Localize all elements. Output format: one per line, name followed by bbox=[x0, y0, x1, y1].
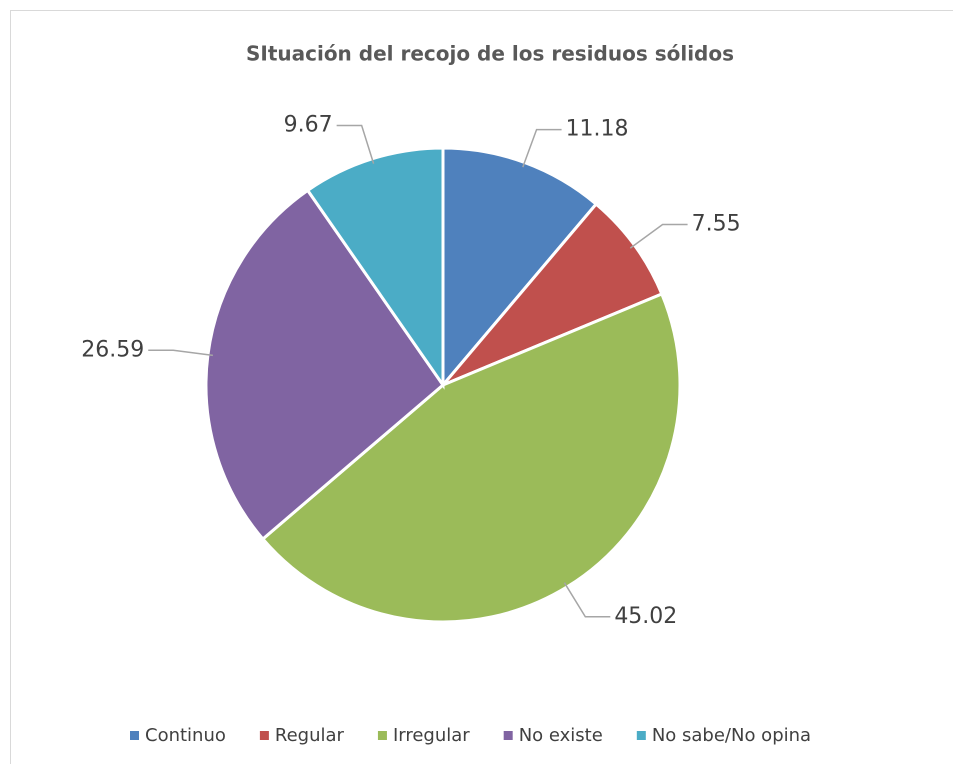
chart-title: SItuación del recojo de los residuos sól… bbox=[246, 42, 734, 66]
legend-label: No existe bbox=[519, 725, 603, 746]
legend-swatch bbox=[636, 731, 646, 740]
leader-line bbox=[336, 124, 375, 164]
legend-swatch bbox=[259, 731, 269, 740]
data-label: 9.67 bbox=[284, 112, 333, 137]
legend-swatch bbox=[130, 731, 139, 740]
data-label: 11.18 bbox=[566, 117, 629, 142]
legend-label: Regular bbox=[275, 725, 345, 746]
legend-swatch bbox=[377, 731, 387, 740]
leader-line bbox=[148, 349, 213, 357]
legend-label: Continuo bbox=[145, 725, 226, 746]
leader-line bbox=[563, 582, 611, 618]
data-label: 45.02 bbox=[614, 604, 677, 629]
data-label: 7.55 bbox=[692, 211, 741, 236]
data-label: 26.59 bbox=[81, 337, 144, 362]
leader-line bbox=[629, 223, 688, 249]
legend-label: Irregular bbox=[393, 725, 470, 746]
leader-line bbox=[522, 128, 562, 168]
legend-label: No sabe/No opina bbox=[652, 725, 811, 746]
legend-swatch bbox=[503, 731, 513, 740]
